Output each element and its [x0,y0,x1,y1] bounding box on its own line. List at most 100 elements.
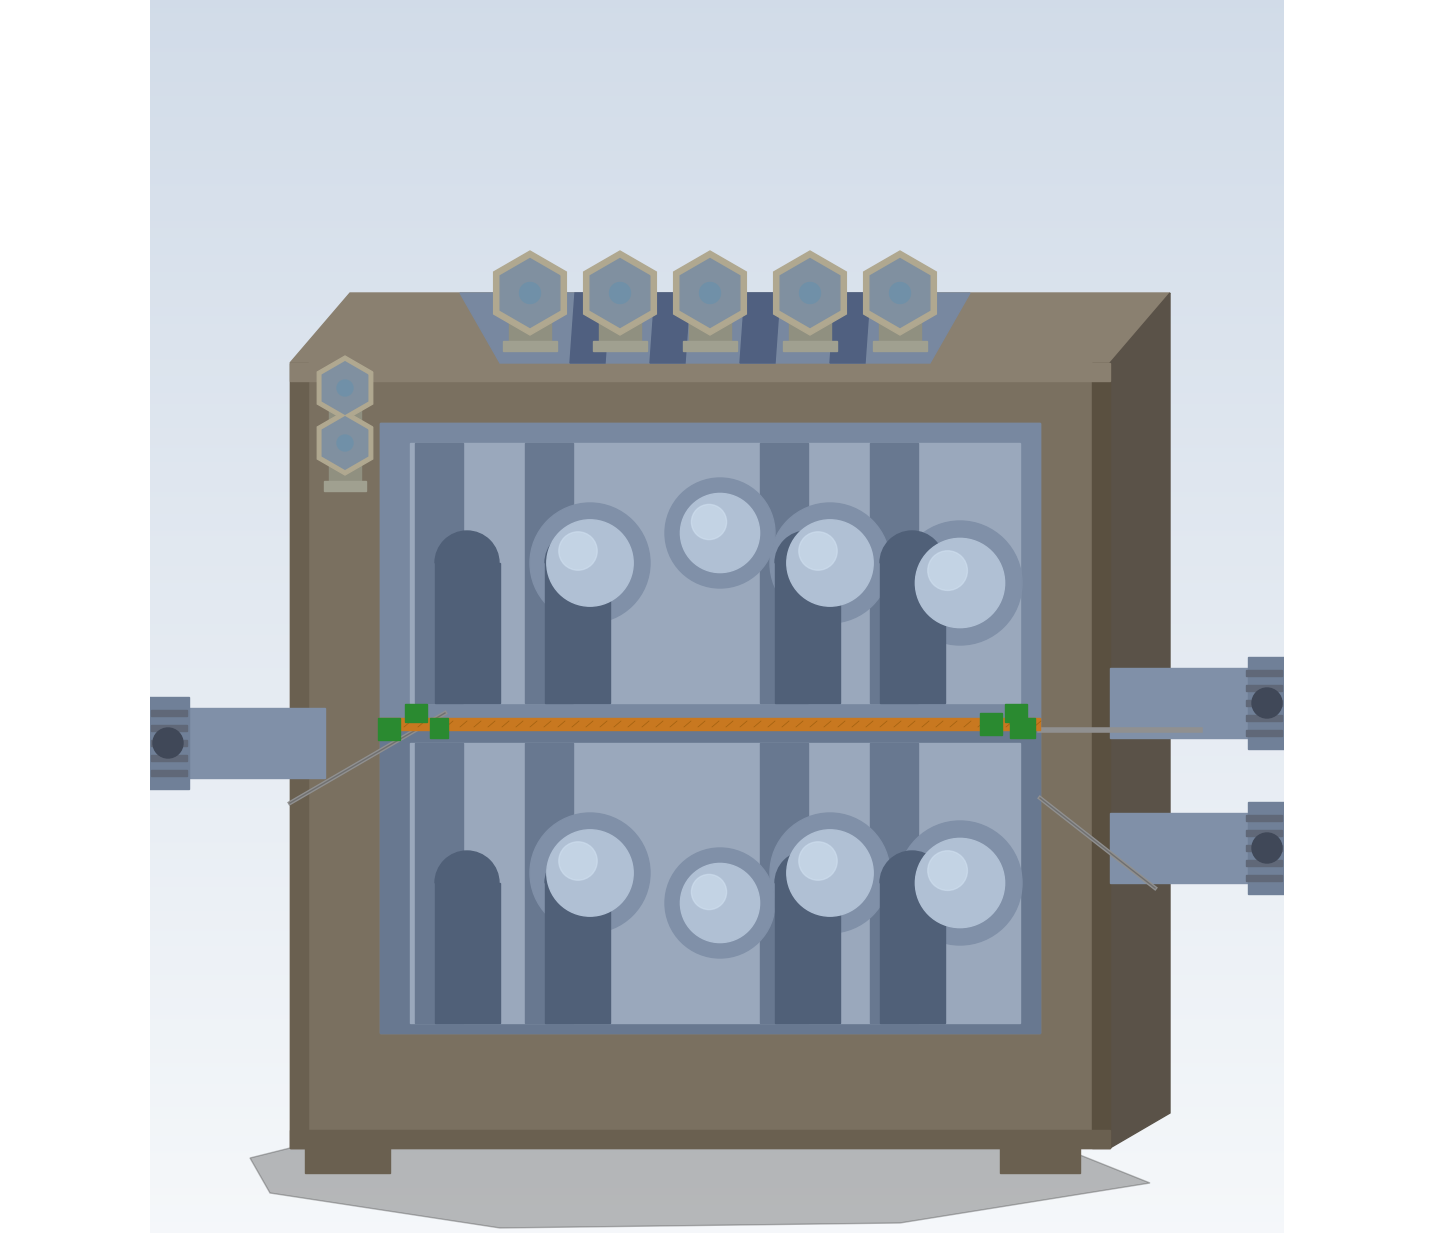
Polygon shape [773,252,846,335]
Circle shape [1252,834,1282,863]
Circle shape [799,531,837,570]
Circle shape [928,851,968,890]
Circle shape [898,522,1022,645]
Circle shape [665,478,774,588]
Wedge shape [880,531,944,563]
Bar [545,563,609,703]
Bar [880,883,945,1023]
Circle shape [337,380,353,396]
Circle shape [665,848,774,958]
Circle shape [700,282,720,303]
Bar [290,1129,1110,1148]
Bar [1246,715,1282,721]
Bar [525,743,574,1023]
Circle shape [800,282,820,303]
Bar [1246,830,1282,836]
Circle shape [799,842,837,880]
Polygon shape [323,361,367,414]
Bar [404,704,427,723]
Bar [525,443,574,703]
Polygon shape [410,743,1020,1023]
Polygon shape [460,293,969,363]
Polygon shape [290,293,1170,363]
Bar [435,563,500,703]
Bar [789,293,830,343]
Polygon shape [1110,293,1170,1148]
Bar [290,363,308,1148]
Circle shape [153,727,184,758]
Polygon shape [410,443,1020,703]
Bar [324,481,366,491]
Circle shape [559,842,597,880]
Polygon shape [830,293,870,363]
Circle shape [691,504,727,540]
Bar [1246,845,1282,851]
Polygon shape [569,293,609,363]
Circle shape [531,503,650,623]
Bar [1110,668,1250,739]
Bar [783,342,837,351]
Bar [379,718,400,740]
Polygon shape [780,259,840,328]
Polygon shape [380,423,1040,1033]
Polygon shape [493,252,566,335]
Bar [151,725,186,731]
Circle shape [787,520,873,607]
Bar [592,342,647,351]
Wedge shape [880,851,944,883]
Circle shape [898,821,1022,944]
Bar [688,293,731,343]
Polygon shape [250,1128,1150,1228]
Bar [1093,363,1110,1148]
Bar [290,363,1110,381]
Bar [1110,813,1250,883]
Bar [545,883,609,1023]
Polygon shape [591,259,650,328]
Bar [1246,686,1282,690]
Circle shape [519,282,541,303]
Polygon shape [674,252,746,335]
Bar [870,743,918,1023]
Wedge shape [545,851,609,883]
Bar [1246,670,1282,676]
Circle shape [559,531,597,570]
Bar [1246,700,1282,707]
Circle shape [337,435,353,451]
Circle shape [546,520,634,607]
Circle shape [531,813,650,933]
Wedge shape [435,851,499,883]
Wedge shape [774,531,839,563]
Circle shape [915,539,1005,628]
Bar [880,563,945,703]
Wedge shape [774,851,839,883]
Polygon shape [500,259,559,328]
Circle shape [787,830,873,916]
Circle shape [609,282,631,303]
Circle shape [889,282,911,303]
Polygon shape [680,259,740,328]
Polygon shape [650,293,690,363]
Bar [879,293,921,343]
Polygon shape [380,723,1040,1033]
Bar [148,697,189,789]
Polygon shape [870,259,929,328]
Bar [414,743,463,1023]
Bar [873,342,928,351]
Bar [683,342,737,351]
Bar [760,443,807,703]
Bar [774,883,840,1023]
Circle shape [1252,688,1282,718]
Wedge shape [545,531,609,563]
Bar [151,755,186,761]
Circle shape [915,838,1005,927]
Polygon shape [584,252,657,335]
Polygon shape [317,411,373,475]
Bar [509,293,551,343]
Polygon shape [323,417,367,470]
Bar [1246,730,1282,736]
Bar [328,443,361,483]
Bar [774,563,840,703]
Bar [1246,875,1282,882]
Polygon shape [317,356,373,420]
Bar [1248,657,1291,748]
